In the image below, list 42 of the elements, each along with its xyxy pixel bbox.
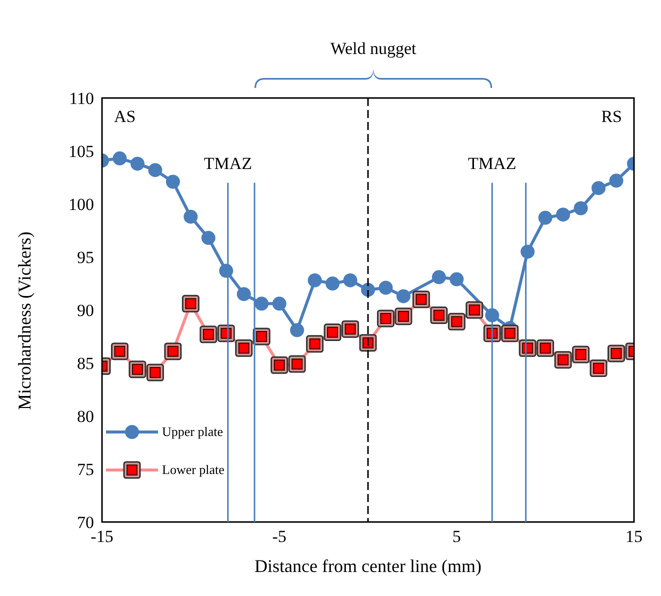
point: [201, 230, 216, 245]
point: [556, 208, 570, 222]
point: [343, 273, 358, 288]
point: [450, 272, 464, 286]
annotation: AS: [114, 107, 136, 126]
y-axis-title: Microhardness (Vickers): [14, 232, 34, 410]
legend-label: Lower plate: [162, 462, 224, 478]
point: [130, 156, 144, 171]
point: [432, 270, 446, 284]
y-tick-label: 90: [77, 301, 94, 320]
point: [166, 174, 180, 189]
y-tick-label: 85: [77, 354, 94, 374]
x-axis-title: Distance from center line (mm): [254, 556, 482, 576]
annotation: RS: [601, 107, 622, 126]
y-tick-label: 75: [77, 460, 94, 480]
point: [272, 296, 286, 311]
y-tick-label: 105: [68, 142, 94, 162]
point: [609, 174, 624, 188]
point: [378, 280, 393, 295]
point: [184, 210, 198, 224]
point: [538, 210, 552, 225]
point: [592, 181, 606, 196]
legend-label: Upper plate: [162, 424, 224, 440]
y-tick-label: 110: [69, 89, 94, 108]
point: [148, 163, 162, 178]
ref-line-label: TMAZ: [204, 154, 252, 173]
ref-line-label: TMAZ: [468, 154, 516, 173]
point: [112, 151, 127, 166]
y-tick-label: 100: [68, 195, 94, 214]
point: [396, 289, 410, 304]
point: [326, 276, 340, 290]
x-tick-label: -5: [272, 527, 286, 546]
y-tick-label: 95: [77, 248, 94, 268]
point: [574, 201, 588, 216]
point: [308, 273, 322, 288]
y-tick-label: 80: [77, 407, 94, 426]
point: [254, 296, 269, 311]
point: [290, 323, 304, 338]
x-tick-label: 5: [452, 527, 461, 546]
text: Weld nugget: [330, 39, 417, 58]
point: [236, 287, 251, 302]
x-tick-label: 15: [626, 527, 642, 546]
